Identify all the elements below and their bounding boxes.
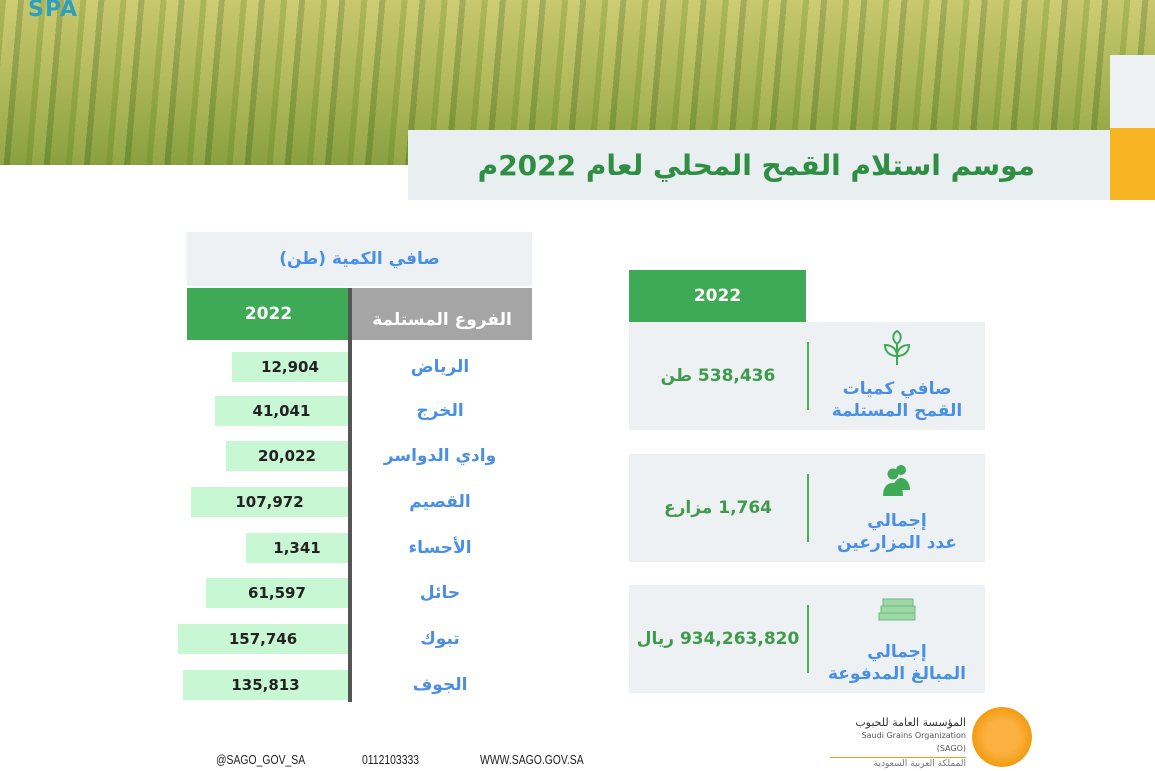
axis-divider: [348, 288, 352, 702]
spa-logo: SPA: [28, 0, 78, 22]
twitter-handle[interactable]: @SAGO_GOV_SA: [216, 752, 306, 767]
chart-row: 20,022 وادي الدواسر: [150, 441, 530, 471]
bar: 12,904: [232, 352, 348, 382]
branch-label: تبوك: [420, 629, 460, 649]
chart-row: 157,746 تبوك: [150, 624, 530, 654]
decor-block: [1110, 55, 1155, 128]
bar: 157,746: [178, 624, 348, 654]
card-divider: [807, 474, 809, 542]
bar: 41,041: [215, 396, 348, 426]
chart-row: 1,341 الأحساء: [150, 533, 530, 563]
title-bar: موسم استلام القمح المحلي لعام 2022م: [408, 130, 1110, 200]
branch-label: الأحساء: [408, 538, 472, 558]
org-name: المؤسسة العامة للحبوب Saudi Grains Organ…: [830, 716, 966, 771]
branch-label: القصيم: [409, 492, 471, 512]
summary-year-header: 2022: [629, 270, 806, 322]
summary-card-payments: 934,263,820 ريال إجمالي المبالغ المدفوعة: [629, 585, 985, 693]
card-divider: [807, 342, 809, 410]
card-label: إجمالي المبالغ المدفوعة: [828, 642, 966, 684]
bar: 20,022: [226, 441, 348, 471]
website-link[interactable]: WWW.SAGO.GOV.SA: [480, 752, 584, 767]
chart-row: 135,813 الجوف: [150, 670, 530, 700]
decor-block-yellow: [1110, 128, 1155, 200]
card-value: 538,436 طن: [660, 366, 776, 386]
summary-card-farmers: 1,764 مزارع إجمالي عدد المزارعين: [629, 454, 985, 562]
users-icon: [883, 465, 910, 496]
bar: 1,341: [246, 533, 348, 563]
bar: 107,972: [191, 487, 348, 517]
branch-label: الجوف: [412, 675, 468, 695]
summary-card-quantity: 538,436 طن صافي كميات القمح المستلمة: [629, 322, 985, 430]
card-label: صافي كميات القمح المستلمة: [831, 379, 963, 421]
quantity-heading: صافي الكمية (طن): [187, 232, 532, 286]
bar: 135,813: [183, 670, 348, 700]
branch-label: الخرج: [416, 401, 464, 421]
chart-row: 107,972 القصيم: [150, 487, 530, 517]
bar: 61,597: [206, 578, 348, 608]
card-value: 1,764 مزارع: [663, 498, 773, 518]
chart-row: 12,904 الرياض: [150, 352, 530, 382]
chart-row: 41,041 الخرج: [150, 396, 530, 426]
card-divider: [807, 605, 809, 673]
card-value: 934,263,820 ريال: [636, 629, 800, 649]
year-column-header: 2022: [187, 288, 350, 340]
branch-column-header: الفروع المستلمة: [352, 288, 532, 340]
page-title: موسم استلام القمح المحلي لعام 2022م: [477, 148, 1035, 182]
sago-logo: [972, 707, 1032, 767]
branch-label: وادي الدواسر: [383, 446, 497, 466]
plant-icon: [883, 330, 911, 365]
chart-row: 61,597 حائل: [150, 578, 530, 608]
card-label: إجمالي عدد المزارعين: [837, 511, 957, 553]
money-icon: [878, 598, 916, 621]
branch-label: حائل: [419, 583, 461, 603]
branch-label: الرياض: [410, 357, 470, 377]
phone-number: 0112103333: [362, 752, 420, 767]
